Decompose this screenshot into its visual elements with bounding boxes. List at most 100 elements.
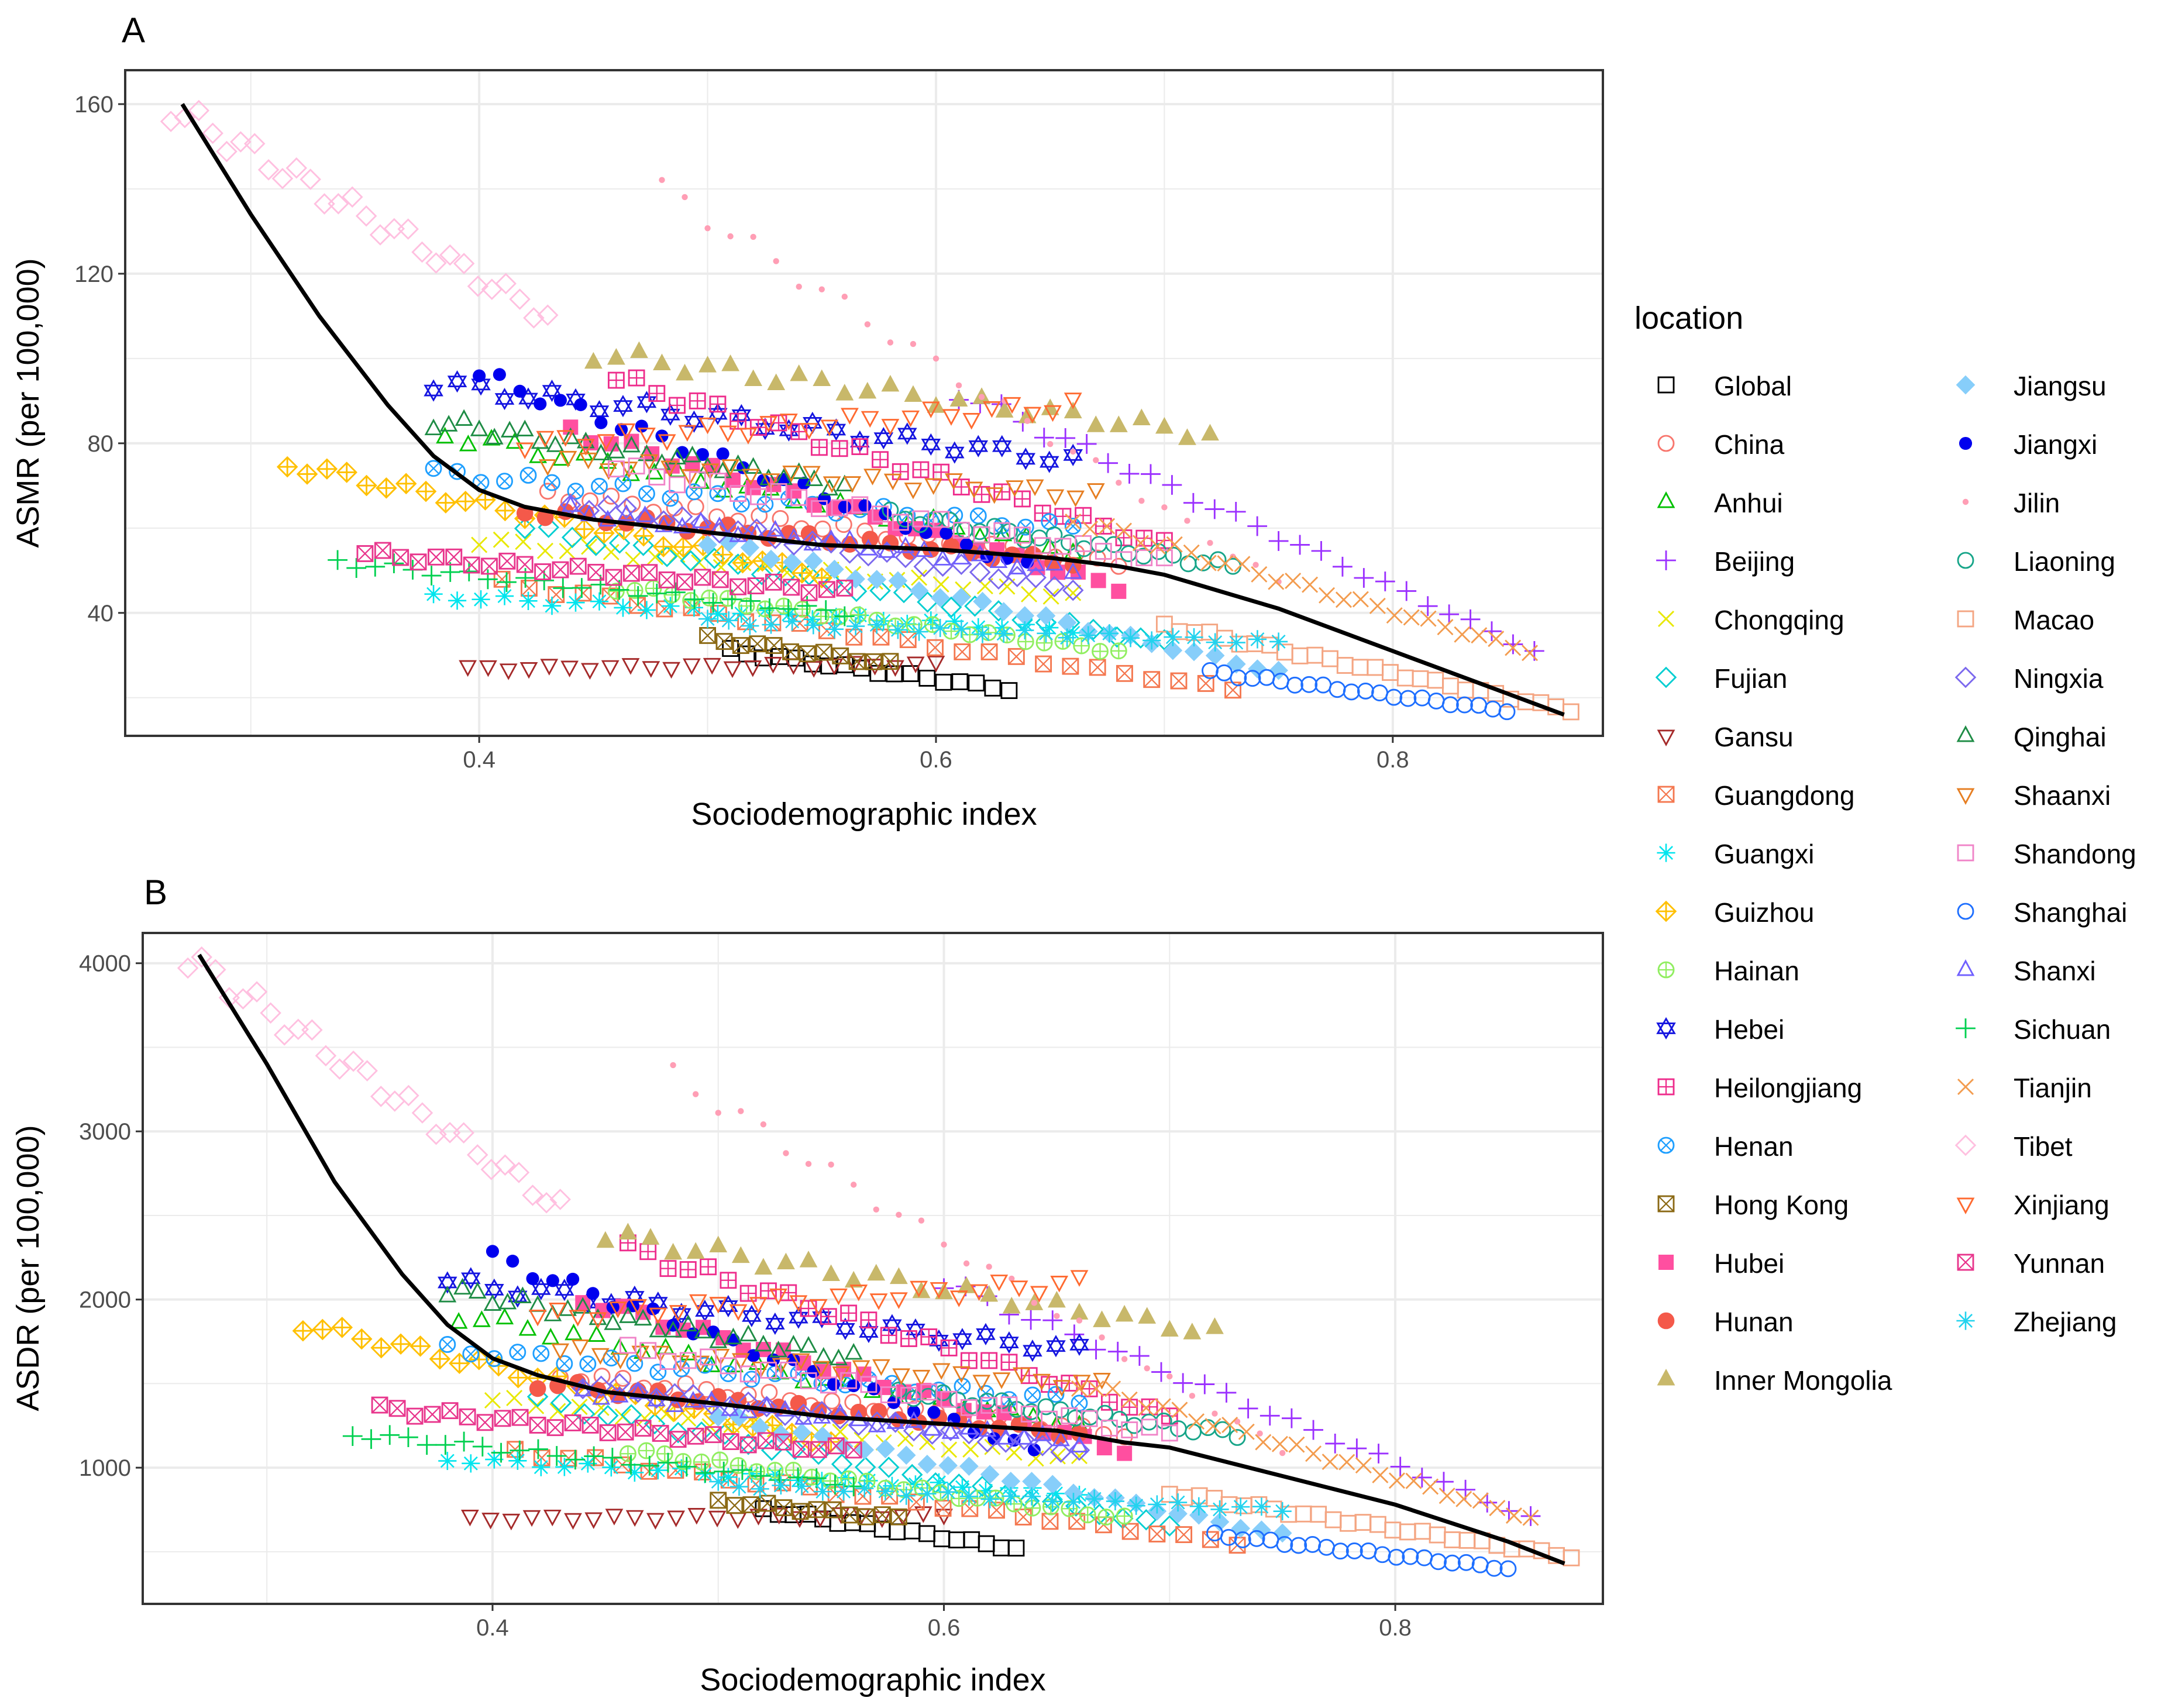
data-point	[869, 1293, 888, 1310]
data-point	[669, 476, 686, 494]
data-point	[737, 1391, 759, 1413]
data-point	[1034, 428, 1054, 448]
data-point	[374, 542, 391, 559]
data-point	[1276, 1535, 1293, 1553]
data-point	[709, 1235, 728, 1253]
data-point	[684, 415, 704, 433]
legend-label: Guangxi	[1714, 839, 1814, 869]
data-point	[1043, 1492, 1062, 1511]
data-point	[1522, 1509, 1539, 1526]
data-point	[742, 1304, 762, 1322]
data-point	[739, 1365, 757, 1383]
data-point	[605, 1509, 624, 1526]
data-point	[1175, 1526, 1193, 1544]
legend-label: China	[1714, 429, 1785, 460]
data-point	[601, 660, 620, 677]
data-point	[932, 355, 940, 362]
data-point	[589, 1308, 607, 1325]
data-point	[271, 167, 294, 190]
trend-line-b	[197, 953, 1565, 1566]
data-point	[556, 430, 575, 447]
data-point	[1288, 1436, 1305, 1453]
legend-label: Liaoning	[2014, 546, 2115, 577]
data-point	[810, 1441, 827, 1458]
data-point	[472, 1437, 493, 1457]
data-point	[1031, 1435, 1054, 1456]
legend-marker	[1656, 1017, 1676, 1034]
data-point	[550, 1392, 572, 1414]
data-point	[952, 522, 970, 539]
data-point	[846, 569, 865, 589]
data-point	[1170, 672, 1188, 690]
data-point	[818, 286, 825, 292]
data-point	[1042, 588, 1059, 605]
data-point	[940, 596, 962, 618]
data-point	[1303, 1420, 1323, 1440]
data-point	[918, 1217, 925, 1224]
data-point	[439, 415, 458, 432]
data-point	[531, 1283, 551, 1300]
data-point	[801, 530, 824, 552]
data-point	[890, 1508, 907, 1526]
data-point	[449, 1312, 468, 1329]
data-point	[459, 660, 477, 677]
data-point	[484, 1278, 504, 1296]
data-point	[438, 1286, 457, 1303]
legend-marker	[1658, 1255, 1674, 1270]
data-point	[1248, 659, 1267, 679]
data-point	[392, 549, 409, 566]
data-point	[668, 447, 686, 465]
data-point	[532, 1458, 550, 1476]
data-point	[508, 1285, 528, 1303]
series-yunnan	[371, 1396, 862, 1459]
legend-item-hunan: Hunan	[1657, 1307, 1794, 1337]
data-point	[790, 1394, 807, 1412]
data-point	[1023, 1403, 1040, 1420]
data-point	[811, 500, 828, 517]
data-point	[1184, 518, 1190, 524]
data-point	[994, 602, 1013, 621]
data-point	[973, 625, 992, 643]
data-point	[720, 1357, 737, 1375]
data-point	[976, 1328, 996, 1345]
data-point	[491, 1442, 511, 1463]
data-point	[1099, 1334, 1105, 1341]
data-point	[1268, 573, 1285, 590]
data-point	[1331, 1542, 1349, 1560]
legend-item-xinjiang: Xinjiang	[1956, 1190, 2110, 1220]
x-tick-label: 0.6	[928, 1615, 961, 1641]
data-point	[1477, 1492, 1498, 1513]
data-point	[899, 631, 917, 648]
data-point	[594, 416, 608, 429]
series-xinjiang	[515, 392, 1082, 460]
data-point	[1488, 631, 1505, 648]
legend-item-chongqing: Chongqing	[1657, 605, 1844, 635]
legend-item-tianjin: Tianjin	[1957, 1073, 2092, 1103]
data-point	[536, 431, 555, 448]
data-point	[411, 1102, 433, 1124]
data-point	[721, 459, 740, 476]
data-point	[765, 1312, 785, 1330]
data-point	[1161, 504, 1168, 511]
data-point	[912, 1369, 931, 1387]
series-tianjin	[1071, 1380, 1539, 1526]
data-point	[820, 657, 838, 674]
data-point	[1257, 1430, 1263, 1437]
data-point	[637, 601, 656, 619]
data-point	[921, 439, 941, 456]
data-point	[703, 593, 724, 613]
data-point	[639, 1455, 660, 1476]
data-point	[1205, 1418, 1221, 1435]
data-point	[543, 1509, 562, 1527]
data-point	[591, 477, 608, 495]
series-yunnan	[356, 542, 854, 601]
data-point	[824, 1501, 842, 1518]
data-point	[634, 1308, 652, 1326]
data-point	[632, 535, 654, 556]
data-point	[968, 440, 989, 457]
data-point	[790, 462, 808, 479]
data-point	[508, 1451, 527, 1470]
data-point	[1498, 703, 1516, 721]
data-point	[897, 422, 917, 440]
data-point	[1403, 609, 1420, 626]
